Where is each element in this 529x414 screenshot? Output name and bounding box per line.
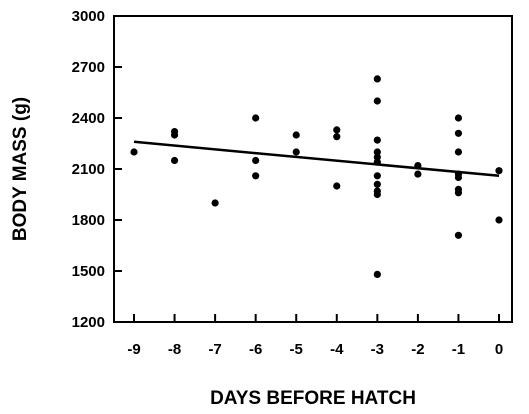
data-point — [292, 148, 300, 156]
y-axis-ticks — [114, 66, 122, 272]
data-point — [252, 156, 260, 165]
x-tick-label: -7 — [208, 341, 221, 358]
x-axis-tick-labels: -9 -8 -7 -6 -5 -4 -3 -2 -1 0 — [127, 341, 503, 358]
data-point — [454, 114, 463, 122]
data-point — [414, 162, 422, 170]
data-point — [252, 172, 260, 180]
data-point — [454, 173, 463, 182]
x-tick-label: -9 — [127, 341, 140, 358]
data-point — [373, 172, 381, 180]
trend-line — [133, 140, 500, 178]
y-axis-title: BODY MASS (g) — [10, 97, 31, 241]
data-point — [211, 199, 219, 207]
y-axis-tick-labels: 1200 1500 1800 2100 2400 2700 3000 — [72, 8, 105, 331]
x-tick-label: -5 — [290, 341, 303, 358]
data-point — [454, 129, 463, 137]
x-tick-label: -1 — [452, 341, 465, 358]
data-point — [373, 153, 381, 161]
data-point — [454, 189, 463, 197]
x-tick-label: -8 — [168, 341, 181, 358]
data-point — [333, 126, 341, 134]
data-point — [170, 156, 179, 165]
data-point — [373, 148, 381, 156]
x-axis-ticks — [133, 314, 500, 322]
data-point — [454, 231, 463, 239]
data-point — [292, 131, 300, 139]
data-point — [495, 167, 503, 175]
x-tick-label: 0 — [495, 341, 503, 358]
y-tick-label: 1200 — [72, 314, 105, 331]
data-point — [373, 180, 381, 188]
data-point — [495, 216, 503, 224]
data-point — [414, 170, 422, 178]
y-tick-label: 3000 — [72, 8, 105, 25]
data-point — [333, 133, 341, 141]
data-point — [333, 182, 341, 190]
data-point — [373, 75, 381, 83]
data-point — [454, 148, 463, 156]
data-point — [373, 158, 381, 166]
y-tick-label: 2400 — [72, 110, 105, 127]
trend-line-group — [133, 140, 500, 178]
y-tick-label: 2100 — [72, 161, 105, 178]
data-point — [130, 148, 138, 156]
x-tick-label: -2 — [411, 341, 424, 358]
x-tick-label: -6 — [249, 341, 262, 358]
data-point — [170, 131, 179, 139]
x-tick-label: -4 — [330, 341, 344, 358]
data-point — [373, 270, 381, 278]
data-point — [373, 97, 381, 105]
data-point — [252, 114, 260, 122]
y-tick-label: 1800 — [72, 212, 105, 229]
y-tick-label: 2700 — [72, 59, 105, 76]
x-tick-label: -3 — [371, 341, 384, 358]
x-axis-title: DAYS BEFORE HATCH — [210, 388, 416, 409]
data-point — [373, 136, 381, 144]
data-point — [373, 190, 381, 199]
data-points — [130, 75, 503, 278]
y-tick-label: 1500 — [72, 263, 105, 280]
